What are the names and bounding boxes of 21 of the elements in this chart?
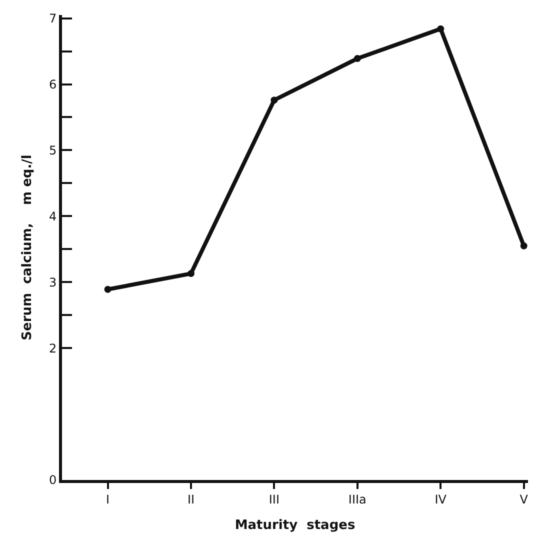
y-tick-label: 5 [48, 143, 57, 158]
point [520, 242, 528, 250]
x-tick-label: V [520, 492, 529, 506]
x-tick-label: II [187, 492, 195, 506]
y-axis-title: Serum calcium, m eq./l [20, 154, 35, 340]
x-tick-label: III [268, 492, 280, 506]
point [354, 55, 361, 62]
point [187, 270, 194, 278]
y-tick-label: 0 [48, 473, 57, 488]
point [437, 25, 444, 32]
x-tick-label: IV [434, 492, 448, 506]
y-tick-label: 2 [48, 341, 57, 356]
x-tick-label: IIIa [348, 492, 366, 506]
y-tick-label: 4 [48, 209, 57, 224]
y-tick-label: 7 [48, 12, 57, 26]
x-axis-title: Maturity stages [234, 518, 356, 533]
point [270, 96, 278, 104]
y-tick-label: 6 [48, 77, 57, 92]
y-tick-label: 3 [48, 275, 57, 290]
x-tick-label: I [106, 492, 110, 506]
point [104, 286, 112, 293]
